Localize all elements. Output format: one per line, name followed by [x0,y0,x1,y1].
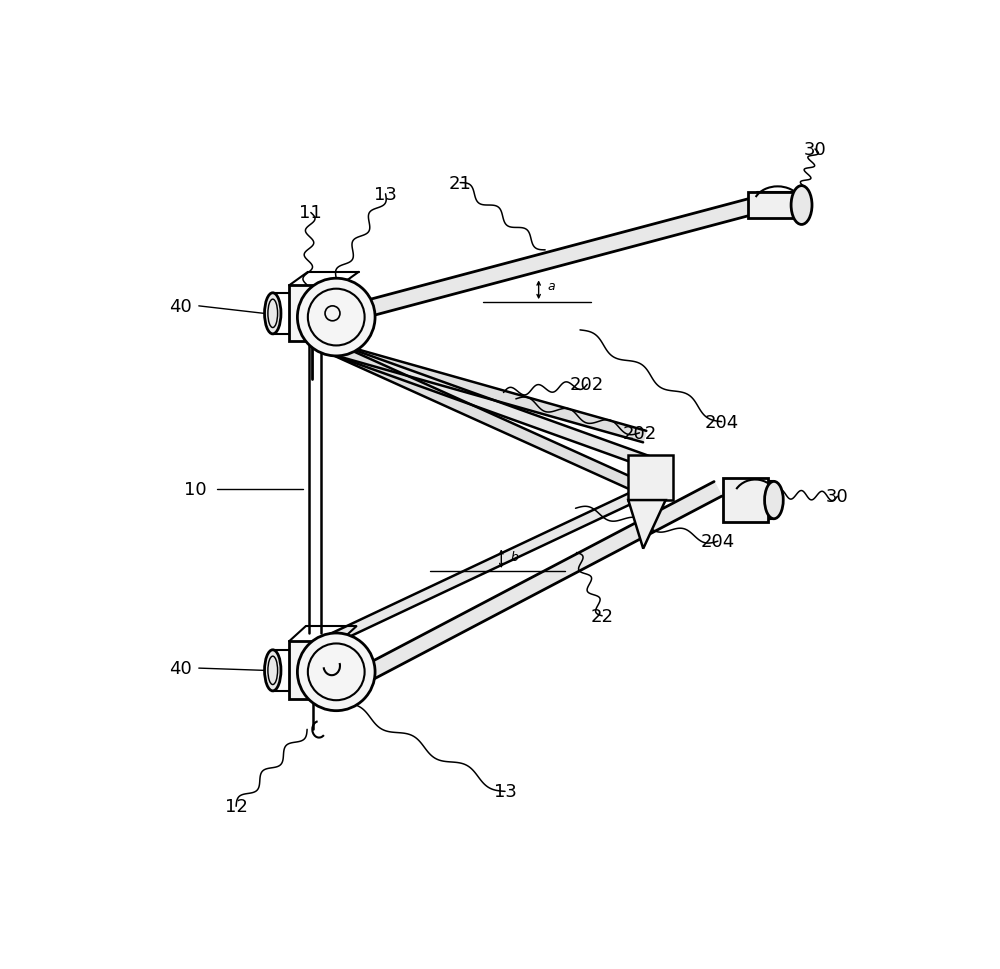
Polygon shape [330,344,646,495]
Bar [723,478,768,523]
Polygon shape [628,501,666,549]
Polygon shape [326,489,642,645]
Text: 30: 30 [826,487,849,506]
Text: 11: 11 [299,204,322,222]
Text: b: b [510,550,518,563]
Ellipse shape [265,650,281,691]
Text: 40: 40 [169,297,192,316]
Polygon shape [331,343,646,443]
Text: 21: 21 [449,174,472,193]
Text: 22: 22 [591,608,614,625]
Polygon shape [330,343,656,470]
Bar [748,193,794,218]
Text: a: a [548,280,555,294]
Text: 30: 30 [804,141,826,159]
Bar [289,286,340,342]
Text: 13: 13 [494,783,516,800]
Polygon shape [352,483,722,687]
Text: 13: 13 [374,186,397,203]
Text: 204: 204 [701,533,735,550]
Circle shape [297,279,375,357]
Ellipse shape [765,482,783,519]
Text: 40: 40 [169,660,192,677]
Text: 204: 204 [705,413,739,431]
Text: 10: 10 [184,481,206,498]
Circle shape [297,634,375,711]
Bar [289,641,340,700]
Text: 202: 202 [622,424,657,443]
Ellipse shape [265,294,281,334]
Polygon shape [361,198,759,318]
Ellipse shape [791,186,812,225]
Bar [628,455,673,501]
Text: 12: 12 [225,797,248,816]
Text: 202: 202 [570,376,604,393]
